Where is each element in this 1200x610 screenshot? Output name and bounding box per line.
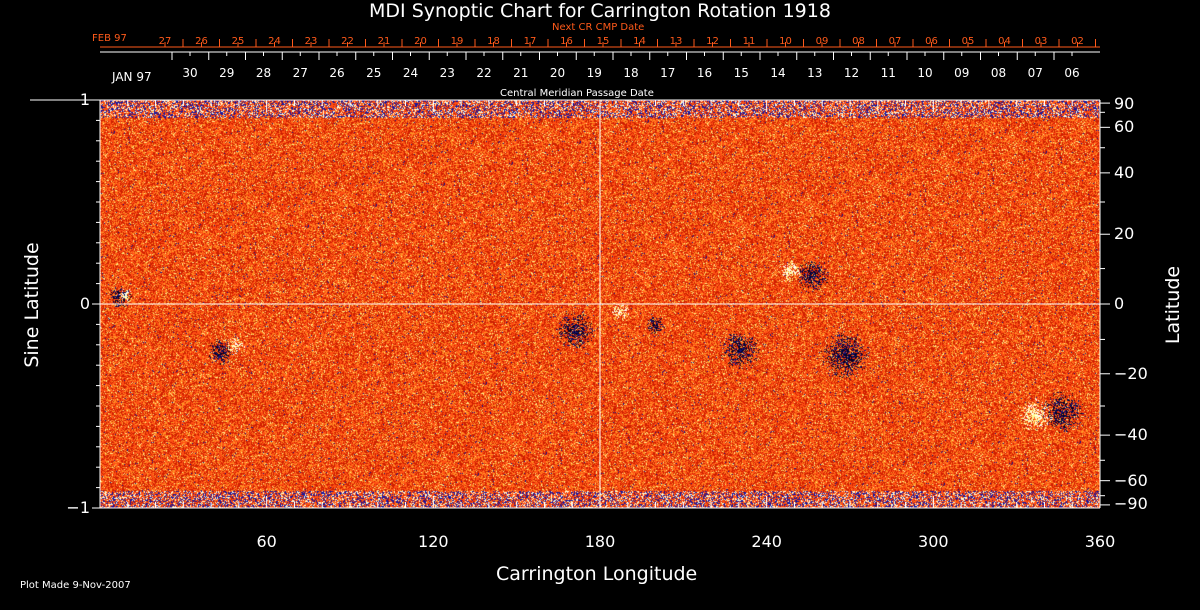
x-tick-label: 300	[918, 532, 949, 551]
top-axis-1-tick-label: 24	[268, 36, 281, 47]
top-axis-1-tick-label: 25	[231, 36, 245, 47]
y-right-tick-label: −60	[1114, 470, 1148, 490]
top-axis-1-tick-label: 19	[450, 36, 464, 47]
top-axis-1-tick-label: 22	[341, 36, 354, 47]
top-axis-1-tick-label: 21	[377, 36, 391, 47]
top-axis-1-tick-label: 17	[523, 36, 537, 47]
top-axis-1-tick-label: 13	[669, 36, 683, 47]
x-tick-label: 240	[751, 532, 782, 551]
top-axis-1-tick-label: 26	[195, 36, 208, 47]
top-axis-1-tick-label: 11	[742, 36, 756, 47]
top-axis-2-tick-label: 12	[843, 66, 860, 80]
top-axis-2-tick-label: 27	[292, 66, 308, 80]
top-axis-2-tick-label: 07	[1027, 66, 1043, 80]
y-left-tick-label: −1	[66, 498, 90, 517]
top-axis-2-tick-label: 30	[182, 66, 198, 80]
top-axis-1-tick-label: 02	[1071, 36, 1084, 47]
top-axis-2-tick-label: 23	[439, 66, 455, 80]
top-axis-2-tick-label: 20	[549, 66, 566, 80]
top-axis-2-tick-label: 11	[880, 66, 896, 80]
top-axis-1-tick-label: 04	[998, 36, 1011, 47]
top-axis-2-tick-label: 09	[954, 66, 970, 80]
y-right-tick-label: 40	[1114, 162, 1135, 182]
y-left-tick-label: 1	[79, 90, 90, 109]
top-axis-1-tick-label: 12	[706, 36, 719, 47]
top-axis-2-tick-label: 14	[770, 66, 786, 80]
top-axis-1-tick-label: 15	[596, 36, 610, 47]
chart-title: MDI Synoptic Chart for Carrington Rotati…	[369, 0, 831, 22]
top-axis-2-tick-label: 18	[623, 66, 639, 80]
y-left-tick-label: 0	[79, 294, 90, 313]
top-axis-1-tick-label: 18	[487, 36, 500, 47]
top-axis-1-tick-label: 03	[1034, 36, 1048, 47]
top-axis-2-tick-label: 29	[219, 66, 235, 80]
top-axis-2-month: JAN 97	[112, 70, 152, 84]
top-axis-2-label: Central Meridian Passage Date	[500, 88, 654, 99]
top-axis-1-tick-label: 07	[888, 36, 902, 47]
top-axis-2-tick-label: 17	[660, 66, 676, 80]
top-axis-2-tick-label: 25	[366, 66, 382, 80]
top-axis-1-tick-label: 09	[815, 36, 829, 47]
top-axis-2-tick-label: 13	[807, 66, 823, 80]
top-axis-2-tick-label: 10	[917, 66, 933, 80]
y-right-tick-label: 60	[1114, 117, 1135, 137]
y-right-tick-label: 20	[1114, 224, 1135, 244]
x-tick-label: 180	[584, 532, 616, 551]
top-axis-1-month: FEB 97	[92, 33, 127, 44]
top-axis-1-tick-label: 27	[158, 36, 172, 47]
top-axis-1-tick-label: 08	[852, 36, 865, 47]
y-axis-right-label: Latitude	[1162, 265, 1184, 345]
top-axis-2-tick-label: 16	[696, 66, 713, 80]
top-axis-1-tick-label: 16	[560, 36, 573, 47]
y-right-tick-label: −20	[1114, 363, 1148, 383]
x-axis-label: Carrington Longitude	[496, 563, 698, 585]
y-axis-left-label: Sine Latitude	[21, 242, 43, 368]
top-axis-1-tick-label: 14	[633, 36, 646, 47]
top-axis-1-tick-label: 05	[961, 36, 975, 47]
y-right-tick-label: −40	[1114, 425, 1148, 445]
top-axis-2-tick-label: 21	[513, 66, 529, 80]
top-axis-2-tick-label: 24	[402, 66, 419, 80]
x-tick-label: 120	[418, 532, 449, 551]
top-axis-2-tick-label: 26	[329, 66, 345, 80]
top-axis-2-tick-label: 22	[476, 66, 492, 80]
top-axis-2-tick-label: 28	[255, 66, 272, 80]
top-axis-2-tick-label: 08	[990, 66, 1007, 80]
plot-made-date: Plot Made 9-Nov-2007	[20, 580, 131, 591]
top-axis-1-tick-label: 06	[925, 36, 938, 47]
top-axis-2-tick-label: 15	[733, 66, 749, 80]
x-tick-label: 360	[1084, 532, 1116, 551]
y-right-tick-label: 0	[1114, 294, 1125, 313]
top-axis-1-tick-label: 10	[779, 36, 792, 47]
top-axis-2-tick-label: 19	[586, 66, 602, 80]
top-axis-1-label: Next CR CMP Date	[552, 22, 645, 33]
top-axis-1-tick-label: 20	[414, 36, 427, 47]
y-right-tick-label: −90	[1114, 494, 1148, 513]
y-right-tick-label: 90	[1114, 94, 1135, 113]
x-tick-label: 60	[256, 532, 277, 551]
top-axis-1-tick-label: 23	[304, 36, 318, 47]
top-axis-2-tick-label: 06	[1064, 66, 1080, 80]
